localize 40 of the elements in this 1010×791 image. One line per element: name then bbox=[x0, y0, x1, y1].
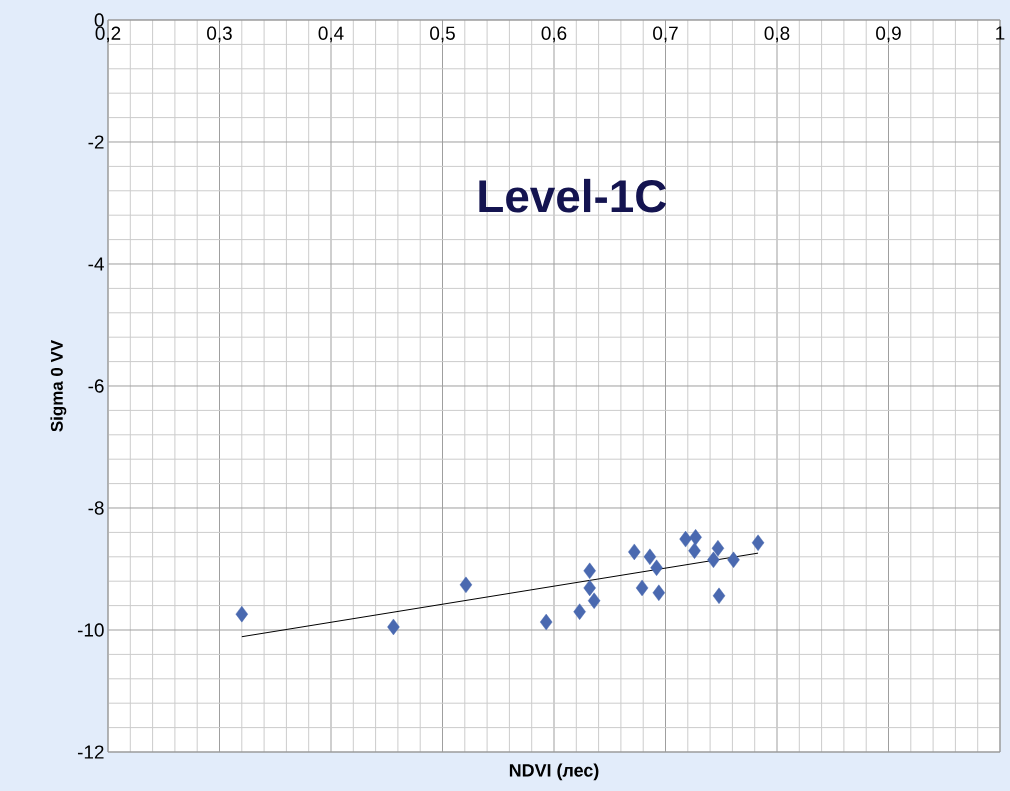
point bbox=[688, 542, 701, 559]
point bbox=[712, 587, 726, 605]
point bbox=[727, 551, 740, 569]
x-tick-label: 0,7 bbox=[653, 26, 678, 43]
y-tick-label: -4 bbox=[88, 257, 104, 271]
point bbox=[587, 592, 601, 609]
x-tick-label: 0,8 bbox=[764, 26, 790, 43]
y-tick-label: -2 bbox=[88, 135, 104, 149]
point bbox=[652, 584, 666, 601]
x-tick-label: 1 bbox=[996, 26, 1005, 40]
point bbox=[689, 529, 702, 546]
x-tick-label: 0,9 bbox=[876, 26, 901, 43]
point bbox=[540, 613, 553, 631]
point bbox=[583, 562, 596, 580]
x-tick-label: 0,2 bbox=[95, 26, 121, 43]
point bbox=[711, 540, 725, 557]
point bbox=[573, 603, 586, 620]
point bbox=[387, 618, 400, 636]
point bbox=[583, 579, 596, 597]
y-tick-label: -10 bbox=[77, 623, 104, 637]
point bbox=[643, 548, 657, 565]
point bbox=[235, 605, 248, 623]
y-tick-label: -12 bbox=[77, 745, 104, 759]
y-tick-label: -8 bbox=[88, 501, 104, 515]
y-tick-label: -6 bbox=[88, 379, 104, 393]
point bbox=[459, 576, 473, 594]
x-tick-label: 0,6 bbox=[541, 26, 567, 43]
y-axis-title: Sigma 0 VV bbox=[50, 339, 67, 432]
x-tick-label: 0,4 bbox=[318, 26, 344, 43]
point bbox=[707, 551, 720, 569]
point bbox=[635, 579, 649, 597]
point bbox=[650, 559, 663, 576]
x-tick-label: 0,3 bbox=[207, 26, 232, 43]
point bbox=[628, 543, 641, 561]
x-tick-label: 0,5 bbox=[430, 26, 455, 43]
y-tick-label: 0 bbox=[94, 13, 104, 27]
annotation: Level-1C bbox=[479, 178, 667, 213]
point bbox=[751, 534, 765, 551]
x-axis-title: NDVI (лес) bbox=[509, 763, 599, 781]
point bbox=[679, 530, 692, 548]
